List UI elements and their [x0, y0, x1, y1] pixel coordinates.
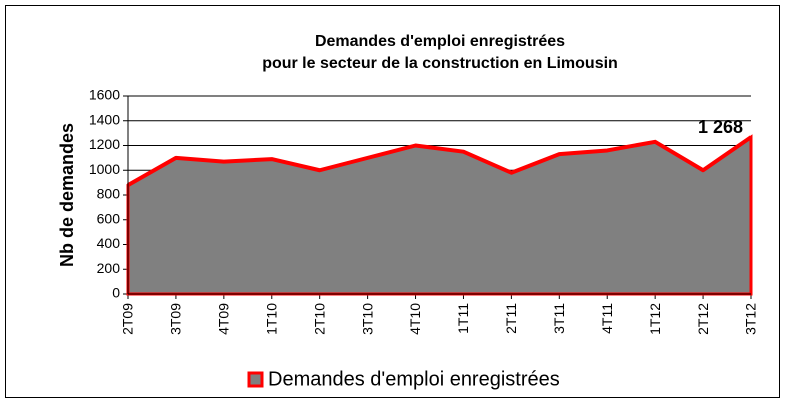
x-tick-label: 4T11 — [599, 303, 615, 334]
x-tick-label: 2T11 — [503, 303, 519, 334]
legend-label: Demandes d'emploi enregistrées — [268, 368, 560, 390]
x-tick-label: 1T11 — [455, 303, 471, 334]
x-tick-label: 1T12 — [647, 303, 663, 335]
x-tick-label: 3T12 — [743, 303, 759, 335]
x-tick-label: 3T11 — [551, 303, 567, 334]
x-tick-label: 4T10 — [407, 303, 423, 335]
x-tick-label: 2T09 — [120, 303, 136, 335]
line — [127, 135, 753, 187]
legend-swatch — [247, 371, 264, 388]
x-tick-label: 2T10 — [311, 303, 327, 335]
y-tick-label: 400 — [97, 235, 121, 251]
data-label: 1 268 — [698, 117, 743, 137]
chart-title: Demandes d'emploi enregistrées — [315, 33, 565, 50]
x-tick-label: 1T10 — [263, 303, 279, 335]
y-tick-label: 1000 — [89, 161, 120, 177]
chart-subtitle: pour le secteur de la construction en Li… — [262, 55, 618, 72]
x-tick-label: 3T10 — [359, 303, 375, 335]
y-tick-label: 800 — [97, 186, 121, 202]
y-axis-label: Nb de demandes — [57, 123, 77, 267]
x-tick-label: 4T09 — [216, 303, 232, 335]
y-tick-label: 0 — [112, 285, 120, 301]
y-tick-label: 1400 — [89, 111, 120, 127]
x-tick-label: 3T09 — [168, 303, 184, 335]
y-tick-label: 1200 — [89, 136, 120, 152]
y-tick-label: 600 — [97, 210, 121, 226]
y-tick-label: 1600 — [89, 87, 120, 103]
x-tick-label: 2T12 — [695, 303, 711, 335]
y-tick-label: 200 — [97, 260, 121, 276]
